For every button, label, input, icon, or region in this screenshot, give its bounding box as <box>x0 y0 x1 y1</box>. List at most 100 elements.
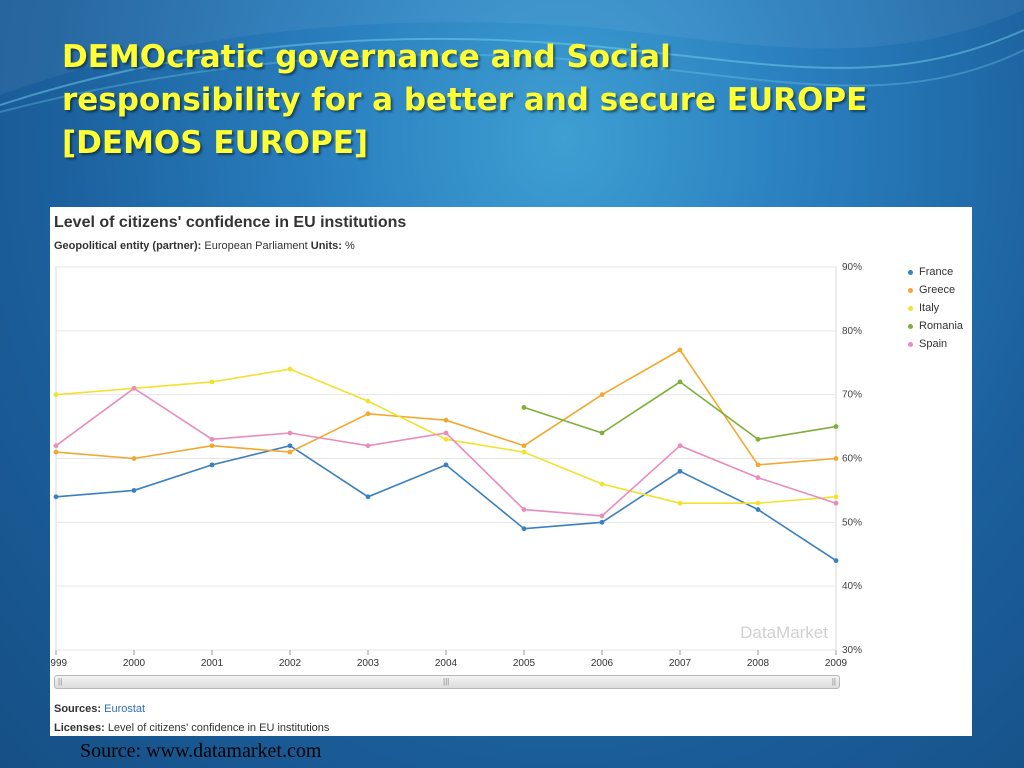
datamarket-watermark: DataMarket <box>740 623 828 642</box>
slide-title: DEMOcratic governance and Social respons… <box>62 36 982 165</box>
chart-title: Level of citizens' confidence in EU inst… <box>54 214 407 231</box>
data-point-greece <box>131 456 137 461</box>
data-point-spain <box>365 443 371 449</box>
footer-source: Source: www.datamarket.com <box>80 740 322 762</box>
data-point-italy <box>365 398 371 404</box>
y-tick-label: 70% <box>842 390 862 401</box>
data-point-greece <box>677 347 683 353</box>
data-point-greece <box>599 392 605 398</box>
data-point-france <box>131 488 137 493</box>
chart-legend: France Greece Italy Romania Spain <box>908 263 963 353</box>
line-chart: 30% 40% 50% 60% 70% 80% 90% 1999 2000 2001 2002 200… <box>50 262 862 669</box>
data-point-spain <box>521 507 527 512</box>
data-point-france <box>833 558 839 564</box>
slide-title-line: DEMOcratic governance and Social <box>62 39 671 75</box>
data-point-spain <box>443 430 449 436</box>
data-point-spain <box>833 500 839 506</box>
x-tick-label: 2005 <box>513 658 536 669</box>
data-point-italy <box>755 500 761 506</box>
legend-label: Italy <box>919 302 940 314</box>
scrollbar-right-handle[interactable]: || <box>831 677 836 686</box>
x-tick-label: 2001 <box>201 658 224 669</box>
data-point-spain <box>53 443 59 449</box>
background-wave <box>0 0 1024 113</box>
x-tick-label: 2009 <box>825 658 848 669</box>
x-tick-label: 2003 <box>357 658 380 669</box>
data-point-greece <box>287 449 293 455</box>
sources-label: Sources: <box>54 703 102 715</box>
x-tick-label: 2000 <box>123 658 146 669</box>
y-tick-label: 30% <box>842 645 862 656</box>
legend-swatch <box>908 287 913 293</box>
legend-swatch <box>908 305 913 311</box>
series-line-italy <box>55 368 837 504</box>
licenses-value: Level of citizens' confidence in EU inst… <box>107 722 330 734</box>
x-tick-label: 2008 <box>747 658 770 669</box>
data-point-spain <box>287 430 293 436</box>
x-tick-label: 2007 <box>669 658 692 669</box>
data-point-greece <box>209 443 215 449</box>
legend-label: France <box>919 266 954 278</box>
data-point-romania <box>833 424 839 429</box>
data-point-france <box>365 494 371 500</box>
y-tick-label: 90% <box>842 262 862 273</box>
licenses-label: Licenses: <box>54 722 105 734</box>
y-tick-label: 40% <box>842 581 862 592</box>
data-point-france <box>209 462 215 468</box>
legend-item-italy[interactable]: Italy <box>908 299 963 317</box>
licenses-line: Licenses: Level of citizens' confidence … <box>54 722 329 734</box>
legend-item-romania[interactable]: Romania <box>908 317 963 335</box>
sources-link[interactable]: Eurostat <box>104 703 146 715</box>
data-point-greece <box>755 462 761 468</box>
geo-value: European Parliament <box>204 240 308 252</box>
data-point-italy <box>443 436 449 442</box>
geo-label: Geopolitical entity (partner): <box>54 240 202 252</box>
y-tick-label: 60% <box>842 454 862 465</box>
units-value: % <box>345 240 355 252</box>
y-tick-label: 80% <box>842 326 862 337</box>
chart-subtitle: Geopolitical entity (partner): European … <box>54 240 355 252</box>
y-tick-label: 50% <box>842 517 862 528</box>
data-point-france <box>677 468 683 474</box>
scrollbar-left-handle[interactable]: || <box>58 677 63 686</box>
data-point-france <box>53 494 59 500</box>
data-point-greece <box>53 449 59 455</box>
data-point-greece <box>521 443 527 449</box>
data-point-france <box>287 443 293 449</box>
series-line-romania <box>523 380 837 441</box>
legend-label: Greece <box>919 284 956 296</box>
legend-swatch <box>908 341 913 347</box>
x-tick-label: 2004 <box>435 658 458 669</box>
units-label: Units: <box>310 240 342 252</box>
data-point-france <box>599 519 605 525</box>
data-point-spain <box>599 513 605 519</box>
x-tick-label: 1999 <box>50 658 68 669</box>
legend-swatch <box>908 323 913 329</box>
legend-item-france[interactable]: France <box>908 263 963 281</box>
x-tick-label: 2002 <box>279 658 302 669</box>
scrollbar-center-grip[interactable]: ||| <box>443 677 450 686</box>
legend-item-spain[interactable]: Spain <box>908 335 963 353</box>
data-point-france <box>755 507 761 512</box>
data-point-france <box>521 526 527 532</box>
data-point-greece <box>443 417 449 423</box>
slide-title-line: [DEMOS EUROPE] <box>62 125 369 161</box>
data-point-italy <box>677 500 683 506</box>
data-point-spain <box>677 443 683 449</box>
legend-label: Spain <box>919 338 948 350</box>
slide-title-line: responsibility for a better and secure E… <box>62 82 868 118</box>
data-point-spain <box>131 385 137 391</box>
data-point-romania <box>521 405 527 410</box>
sources-line: Sources: Eurostat <box>54 703 145 715</box>
legend-label: Romania <box>919 320 964 332</box>
data-point-italy <box>209 379 215 385</box>
x-tick-label: 2006 <box>591 658 614 669</box>
data-point-france <box>443 462 449 468</box>
legend-item-greece[interactable]: Greece <box>908 281 963 299</box>
data-point-italy <box>521 449 527 455</box>
chart-panel: Level of citizens' confidence in EU inst… <box>50 207 972 736</box>
data-point-romania <box>677 379 683 385</box>
data-point-romania <box>599 430 605 436</box>
timeline-scrollbar[interactable]: || ||| || <box>54 675 840 689</box>
data-point-italy <box>833 494 839 500</box>
